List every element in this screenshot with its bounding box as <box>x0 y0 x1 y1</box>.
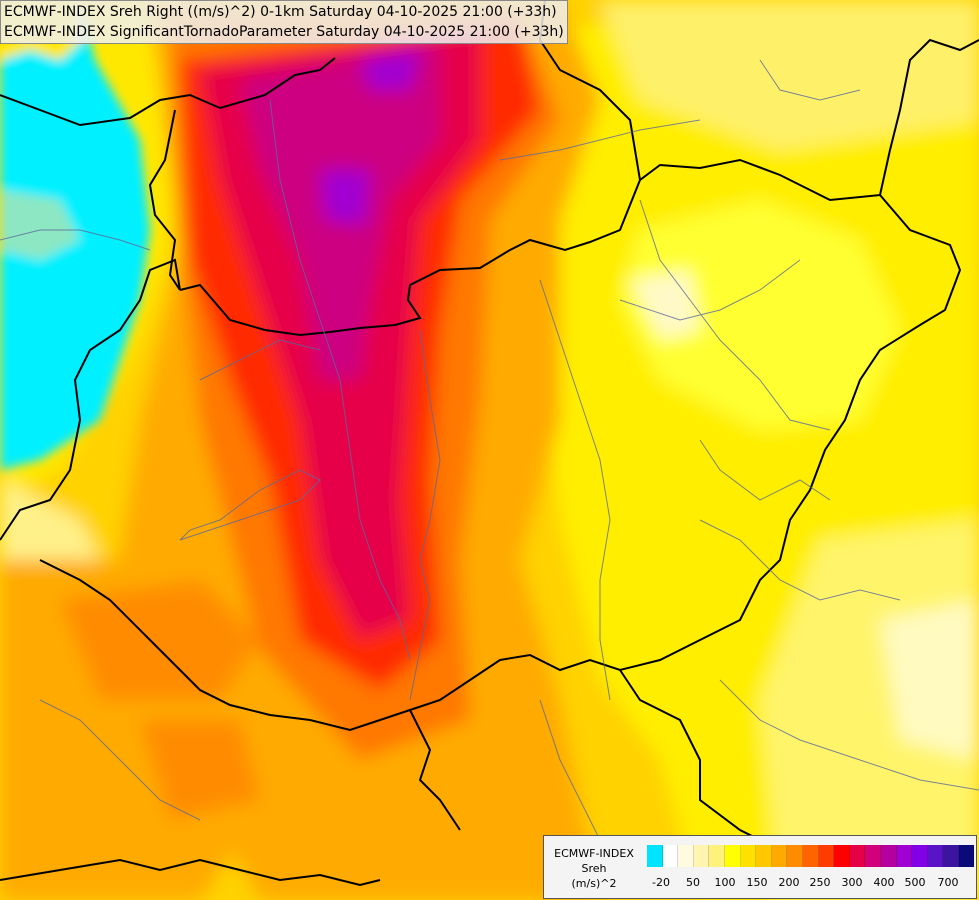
legend-tick-label: -20 <box>652 876 670 889</box>
legend-swatch <box>834 845 850 867</box>
legend-swatch <box>865 845 881 867</box>
legend-swatch <box>818 845 835 867</box>
header-line-2: ECMWF-INDEX SignificantTornadoParameter … <box>4 24 564 40</box>
legend-swatch <box>693 845 710 867</box>
legend-swatch <box>880 845 897 867</box>
legend-tick-label: 300 <box>841 876 863 889</box>
legend-swatch <box>896 845 913 867</box>
legend-title-line-3: (m/s)^2 <box>571 877 617 890</box>
legend-swatch <box>912 845 928 867</box>
legend-swatch <box>927 845 944 867</box>
legend-tick-label: 250 <box>809 876 831 889</box>
header-line-1: ECMWF-INDEX Sreh Right ((m/s)^2) 0-1km S… <box>4 4 557 20</box>
legend-title: ECMWF-INDEX Sreh (m/s)^2 <box>548 846 640 891</box>
legend-tick-label: 100 <box>714 876 736 889</box>
legend-tick-label: 150 <box>746 876 768 889</box>
legend-swatch <box>678 845 694 867</box>
legend-swatch <box>943 845 959 867</box>
legend-swatch <box>662 845 679 867</box>
rivers-and-regions <box>0 59 979 841</box>
legend-swatch <box>756 845 772 867</box>
legend-swatch <box>787 845 803 867</box>
legend-tick-labels: -20 50 100 150 200 250 300 400 500 700 <box>647 876 975 892</box>
legend-swatch <box>709 845 725 867</box>
legend-tick-label: 500 <box>904 876 926 889</box>
color-legend: ECMWF-INDEX Sreh (m/s)^2 -20 50 100 150 200 2… <box>543 835 977 899</box>
legend-tick-label: 400 <box>873 876 895 889</box>
legend-swatch <box>958 845 975 867</box>
legend-title-line-2: Sreh <box>581 862 607 875</box>
legend-swatch <box>849 845 866 867</box>
legend-swatch <box>771 845 788 867</box>
legend-color-scale <box>647 845 975 867</box>
legend-tick-label: 50 <box>686 876 700 889</box>
legend-swatch <box>647 845 663 867</box>
legend-tick-label: 700 <box>937 876 959 889</box>
legend-tick-label: 200 <box>778 876 800 889</box>
legend-swatch <box>740 845 757 867</box>
legend-title-line-1: ECMWF-INDEX <box>554 847 634 860</box>
legend-swatch <box>724 845 741 867</box>
legend-swatch <box>802 845 819 867</box>
map-header: ECMWF-INDEX Sreh Right ((m/s)^2) 0-1km S… <box>0 0 568 44</box>
